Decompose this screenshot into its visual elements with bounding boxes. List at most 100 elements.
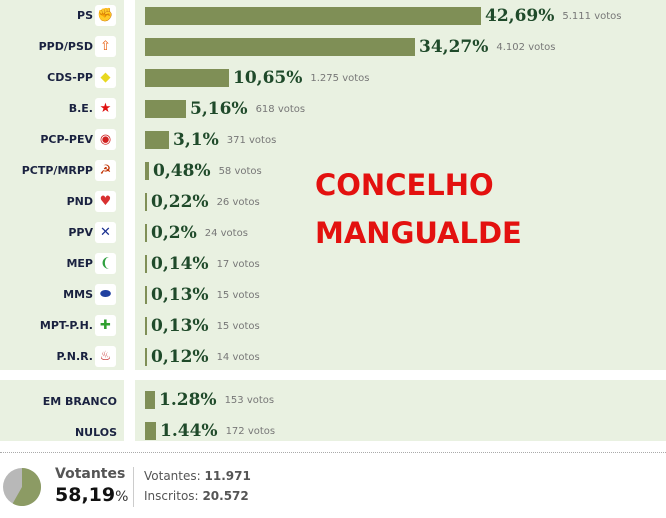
result-bar-group: 3,1% 371 votos (145, 130, 277, 150)
percentage: 5,16% (190, 99, 248, 119)
party-name: PPD/PSD (38, 40, 93, 53)
party-name: EM BRANCO (42, 395, 117, 408)
percentage: 0,22% (151, 192, 209, 212)
mpt-ph-icon: ✚ (95, 315, 116, 336)
result-bar (145, 348, 147, 366)
percentage: 0,12% (151, 347, 209, 367)
percentage: 10,65% (233, 68, 303, 88)
votantes-label: Votantes: (144, 469, 201, 483)
party-name: P.N.R. (56, 350, 93, 363)
cds-logo-icon: ◆ (95, 67, 116, 88)
percentage: 34,27% (419, 37, 489, 57)
percentage: 42,69% (485, 6, 555, 26)
turnout-pie-chart (3, 468, 41, 506)
result-bar-group: 0,12% 14 votos (145, 347, 260, 367)
result-bar (145, 422, 156, 440)
result-row: PND ♥ 0,22% 26 votos (0, 187, 666, 218)
inscritos-value: 20.572 (202, 489, 249, 503)
vote-count: 15 votos (216, 289, 260, 301)
party-name: MEP (66, 257, 93, 270)
vote-count: 172 votos (225, 425, 276, 437)
result-row: MMS ⬬ 0,13% 15 votos (0, 280, 666, 311)
vote-count: 58 votos (218, 165, 262, 177)
result-row: B.E. ★ 5,16% 618 votos (0, 94, 666, 125)
hammer-sickle-icon: ☭ (95, 160, 116, 181)
result-row: PS ✊ 42,69% 5.111 votos (0, 1, 666, 32)
result-row: PPD/PSD ⇧ 34,27% 4.102 votos (0, 32, 666, 63)
result-bar-group: 5,16% 618 votos (145, 99, 305, 119)
result-bar (145, 131, 169, 149)
result-bar-group: 0,13% 15 votos (145, 285, 260, 305)
vote-count: 24 votos (204, 227, 248, 239)
percentage: 1.28% (159, 390, 217, 410)
result-bar (145, 193, 147, 211)
result-bar-group: 1.28% 153 votos (145, 390, 275, 410)
result-bar (145, 38, 415, 56)
result-row: P.N.R. ♨ 0,12% 14 votos (0, 342, 666, 373)
vote-count: 26 votos (216, 196, 260, 208)
result-bar (145, 69, 229, 87)
party-name: PCTP/MRPP (21, 164, 93, 177)
party-name: PPV (68, 226, 93, 239)
votantes-value: 11.971 (204, 469, 251, 483)
party-names-panel (0, 0, 124, 370)
percentage: 1.44% (160, 421, 218, 441)
result-row: PCTP/MRPP ☭ 0,48% 58 votos (0, 156, 666, 187)
result-bar-group: 34,27% 4.102 votos (145, 37, 555, 57)
turnout-value: 58,19 (55, 484, 116, 506)
result-bar (145, 100, 186, 118)
result-row: CDS-PP ◆ 10,65% 1.275 votos (0, 63, 666, 94)
municipality-title-line1: CONCELHO (315, 168, 494, 202)
psd-arrow-icon: ⇧ (95, 36, 116, 57)
result-bar-group: 1.44% 172 votos (145, 421, 276, 441)
percentage: 0,13% (151, 316, 209, 336)
divider (0, 452, 666, 453)
result-bar (145, 286, 147, 304)
pnr-flame-icon: ♨ (95, 346, 116, 367)
be-star-figure-icon: ★ (95, 98, 116, 119)
others-names-panel (0, 380, 124, 441)
vote-count: 1.275 votos (310, 72, 370, 84)
party-name: PND (66, 195, 93, 208)
result-row: MPT-P.H. ✚ 0,13% 15 votos (0, 311, 666, 342)
party-name: PCP-PEV (40, 133, 93, 146)
result-bar-group: 0,2% 24 votos (145, 223, 248, 243)
vote-count: 17 votos (216, 258, 260, 270)
mep-leaf-icon: ❨ (95, 253, 116, 274)
percent-sign: % (115, 489, 129, 505)
separator (133, 467, 134, 507)
votantes-count: Votantes: 11.971 (144, 469, 251, 483)
vote-count: 15 votos (216, 320, 260, 332)
municipality-title-line2: MANGUALDE (315, 216, 522, 250)
vote-count: 5.111 votos (562, 10, 622, 22)
party-name: PS (77, 9, 93, 22)
party-name: CDS-PP (47, 71, 93, 84)
result-row: EM BRANCO 1.28% 153 votos (0, 385, 666, 416)
party-results-panel (135, 0, 666, 370)
percentage: 0,14% (151, 254, 209, 274)
percentage: 0,48% (153, 161, 211, 181)
ps-fist-rose-icon: ✊ (95, 5, 116, 26)
result-bar (145, 224, 147, 242)
result-row: PPV ✕ 0,2% 24 votos (0, 218, 666, 249)
result-bar (145, 391, 155, 409)
percentage: 0,13% (151, 285, 209, 305)
result-bar-group: 0,48% 58 votos (145, 161, 262, 181)
vote-count: 14 votos (216, 351, 260, 363)
result-bar-group: 0,13% 15 votos (145, 316, 260, 336)
result-row: NULOS 1.44% 172 votos (0, 416, 666, 447)
result-bar (145, 7, 481, 25)
inscritos-label: Inscritos: (144, 489, 199, 503)
ppv-dove-icon: ✕ (95, 222, 116, 243)
vote-count: 371 votos (226, 134, 277, 146)
percentage: 3,1% (173, 130, 219, 150)
pie-turnout-slice (12, 468, 41, 506)
party-name: MPT-P.H. (39, 319, 93, 332)
result-bar-group: 0,14% 17 votos (145, 254, 260, 274)
result-bar (145, 162, 149, 180)
heart-icon: ♥ (95, 191, 116, 212)
vote-count: 153 votos (224, 394, 275, 406)
turnout-label: Votantes (55, 466, 126, 482)
party-name: MMS (63, 288, 93, 301)
inscritos-count: Inscritos: 20.572 (144, 489, 249, 503)
